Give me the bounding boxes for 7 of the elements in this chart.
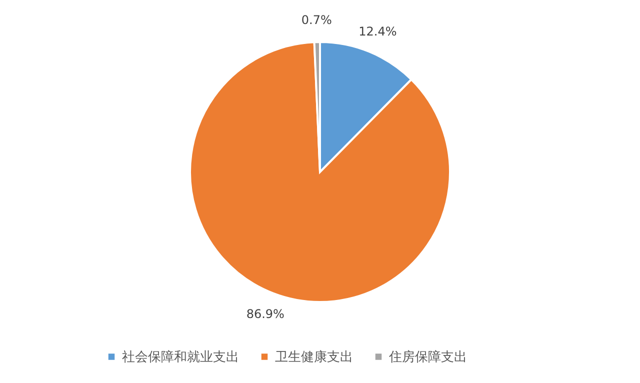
pie-slice: [189, 41, 451, 303]
data-label: 12.4%: [358, 24, 397, 38]
legend-label: 住房保障支出: [388, 348, 467, 365]
legend-label: 卫生健康支出: [275, 350, 353, 365]
legend-label: 社会保障和就业支出: [122, 350, 239, 365]
data-label: 86.9%: [246, 306, 284, 321]
data-label: 0.7%: [301, 13, 332, 28]
